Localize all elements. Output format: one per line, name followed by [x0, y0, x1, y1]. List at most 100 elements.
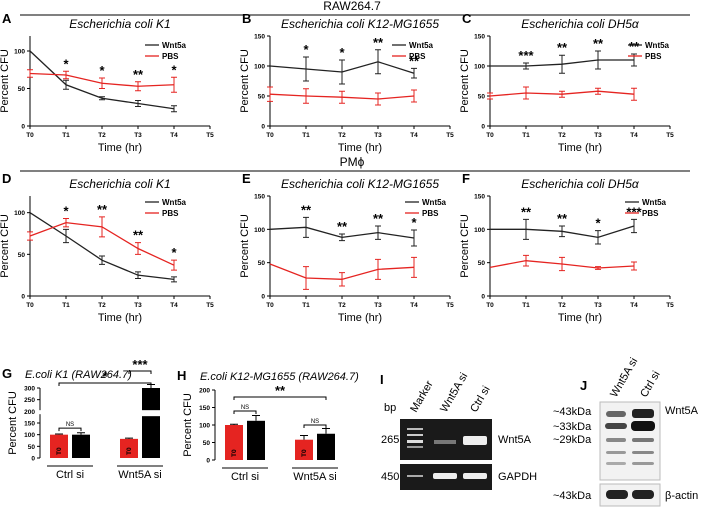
x-tick-label: T4	[630, 302, 638, 309]
ns-bracket	[303, 424, 327, 428]
x-tick-label: T1	[522, 302, 530, 309]
significance-marker: *	[63, 204, 69, 219]
ns-label: NS	[311, 419, 319, 425]
x-tick-label: T3	[134, 302, 142, 309]
significance-marker: **	[593, 36, 604, 51]
y-tick-label: 100	[14, 210, 25, 217]
error-bar-wnt5a	[411, 229, 417, 247]
x-tick-label: T4	[410, 302, 418, 309]
error-bar	[77, 432, 85, 435]
blot-target-wnt5a: Wnt5A	[665, 405, 699, 417]
blot-band-3a	[606, 438, 626, 442]
significance-marker: *	[339, 45, 345, 60]
significance-marker: ***	[518, 48, 534, 63]
legend-label-wnt5a: Wnt5a	[645, 41, 670, 50]
significance-marker: **	[97, 202, 108, 217]
x-axis-label: Time (hr)	[98, 142, 142, 154]
error-bar-pbs	[339, 90, 345, 104]
line-chart-e: E Escherichia coli K12-MG1655 0 50 100 150 T0 T…	[239, 171, 454, 324]
error-bar-pbs	[523, 254, 529, 267]
header-pm: PMϕ	[20, 155, 690, 172]
blot-panel-j: J Wnt5A si Ctrl si ~43kDa ~33kDa ~29kDa …	[553, 356, 699, 507]
error-bar-wnt5a	[135, 271, 141, 279]
y-tick-label: 0	[31, 456, 35, 463]
chart-title: E.coli K1 (RAW264.7)	[25, 369, 132, 381]
legend-label-pbs: PBS	[422, 209, 439, 218]
y-tick-label: 150	[254, 34, 265, 41]
significance-marker: **	[557, 211, 568, 226]
x-tick-label: T2	[338, 132, 346, 139]
significance-marker: **	[301, 202, 312, 217]
significance-marker: **	[133, 228, 144, 243]
gel-band-marker-5	[407, 475, 423, 477]
y-tick-label: 50	[28, 444, 36, 451]
x-tick-label: T0	[486, 132, 494, 139]
inter-sig-bracket	[58, 382, 152, 386]
x-tick-label: T2	[98, 132, 106, 139]
y-tick-label: 200	[24, 409, 35, 416]
x-tick-label: T0	[26, 302, 34, 309]
y-tick-label: 200	[199, 388, 210, 395]
gel-target-wnt5a: Wnt5A	[498, 434, 532, 446]
y-tick-label: 300	[24, 386, 35, 393]
line-chart-a: A Escherichia coli K1 0 50 100 T0 T1 T2 T3 T4 T5 Ti…	[0, 11, 214, 154]
header-pm-label: PMϕ	[340, 155, 365, 169]
gel-target-gapdh: GAPDH	[498, 471, 537, 483]
error-bar-wnt5a	[559, 54, 565, 74]
error-bar-pbs	[303, 88, 309, 104]
y-axis-label: Percent CFU	[0, 214, 11, 278]
significance-marker: **	[409, 53, 420, 68]
gel-lane-ctrl-si: Ctrl si	[468, 384, 492, 414]
error-bar-wnt5a	[411, 67, 417, 79]
x-tick-label: T5	[666, 132, 674, 139]
chart-title: E.coli K12-MG1655 (RAW264.7)	[200, 371, 359, 383]
group-label: Ctrl si	[56, 469, 84, 481]
blot-band-2b	[631, 421, 655, 431]
legend-label-pbs: PBS	[162, 52, 179, 61]
significance-marker: *	[303, 42, 309, 57]
error-bar-pbs	[375, 92, 381, 106]
y-tick-label: 100	[254, 227, 265, 234]
x-tick-label: T4	[410, 132, 418, 139]
legend-label-wnt5a: Wnt5a	[422, 198, 447, 207]
error-bar-pbs	[303, 266, 309, 290]
error-bar-pbs	[267, 86, 273, 102]
panel-letter-d: D	[2, 171, 11, 186]
legend-label-pbs: PBS	[409, 52, 426, 61]
bar-label: T3	[253, 449, 260, 457]
gel-bp-label: bp	[384, 402, 396, 414]
axis-break	[140, 410, 162, 417]
panel-letter-i: I	[380, 372, 384, 387]
y-tick-label: 150	[254, 194, 265, 201]
y-tick-label: 250	[24, 397, 35, 404]
x-axis-label: Time (hr)	[338, 142, 382, 154]
gel-band-marker-3	[407, 440, 423, 443]
x-tick-label: T2	[558, 302, 566, 309]
error-bar-pbs	[99, 216, 105, 238]
significance-marker: *	[171, 62, 177, 77]
significance-marker: *	[63, 56, 69, 71]
error-bar-pbs	[99, 77, 105, 89]
legend-label-pbs: PBS	[642, 209, 659, 218]
ns-bracket	[233, 410, 257, 414]
x-tick-label: T1	[62, 302, 70, 309]
blot-band-actin-b	[632, 490, 654, 499]
inter-sig-label: **	[275, 383, 286, 398]
x-tick-label: T3	[374, 302, 382, 309]
line-chart-d: D Escherichia coli K1 0 50 100 T0 T1 T2 T3 T4 T5 Ti…	[0, 171, 214, 324]
x-tick-label: T5	[666, 302, 674, 309]
blot-band-4a	[606, 451, 626, 454]
error-bar-wnt5a	[303, 56, 309, 82]
axis-break-y	[36, 410, 44, 415]
blot-band-3b	[632, 438, 654, 442]
x-tick-label: T4	[170, 302, 178, 309]
error-bar-wnt5a	[523, 218, 529, 240]
significance-marker: **	[337, 219, 348, 234]
panel-letter-f: F	[462, 171, 470, 186]
header-raw-label: RAW264.7	[323, 0, 381, 13]
y-tick-label: 50	[258, 260, 266, 267]
bar-label: T0	[126, 447, 133, 455]
blot-marker-33: ~33kDa	[553, 421, 592, 433]
x-tick-label: T1	[62, 132, 70, 139]
significance-marker: *	[411, 215, 417, 230]
